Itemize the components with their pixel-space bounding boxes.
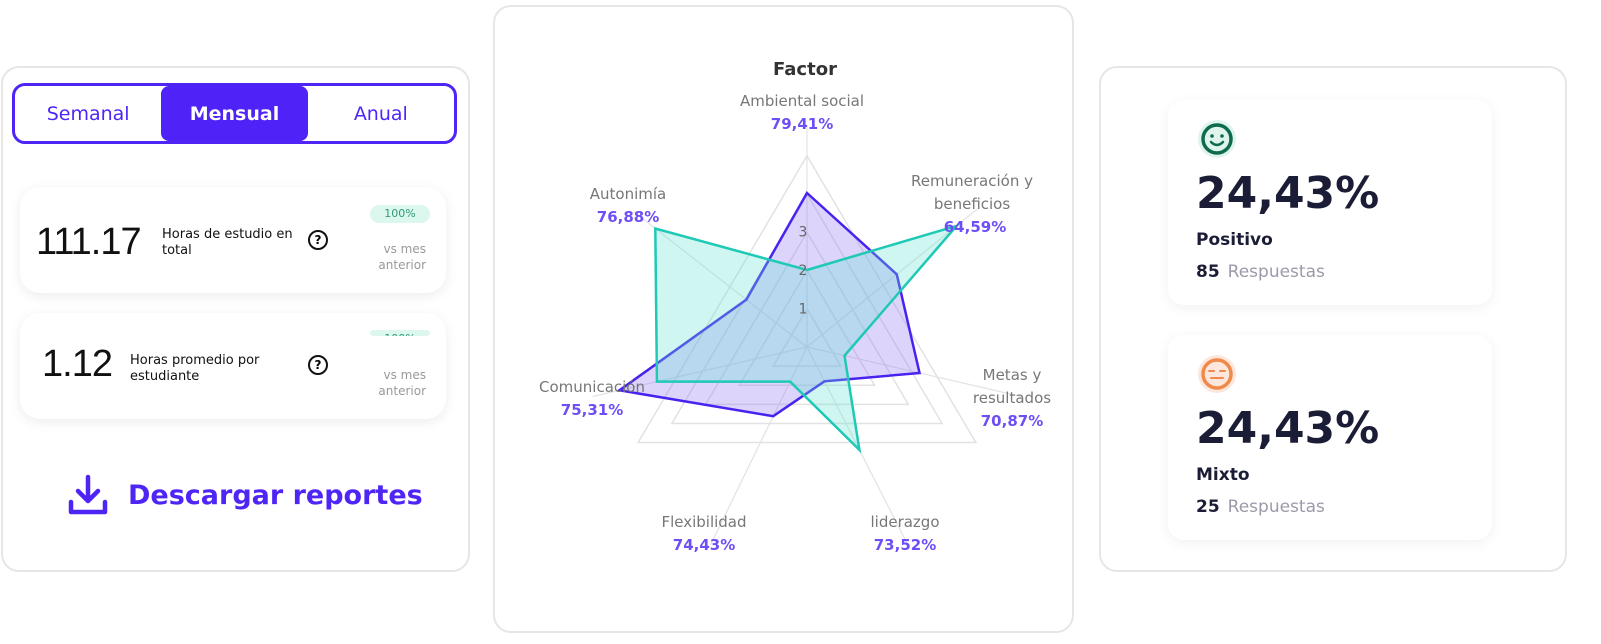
axis-label-metas: Metas y resultados 70,87% [972, 366, 1052, 430]
response-count: 25 Respuestas [1196, 497, 1325, 517]
grid-spoke [806, 346, 908, 544]
tab-anual[interactable]: Anual [353, 102, 408, 125]
tab-mensual[interactable]: Mensual [161, 86, 308, 141]
radial-tick-label: 1 [799, 302, 808, 318]
sentiment-card-positivo: 24,43% Positivo 85 Respuestas [1168, 100, 1492, 305]
chart-title: Factor [773, 59, 837, 80]
grid-spoke [806, 346, 1022, 398]
change-badge: 100% [370, 205, 430, 223]
axis-label-comunicacion: Comunicación 75,31% [539, 378, 645, 419]
stat-value: 111.17 [36, 221, 142, 263]
stat-card-total-hours: 111.17 Horas de estudio en total ? 100% … [20, 187, 446, 293]
neutral-face-icon [1198, 355, 1236, 393]
grid-ring [704, 230, 910, 406]
tab-semanal[interactable]: Semanal [46, 102, 130, 125]
sentiment-card-mixto: 24,43% Mixto 25 Respuestas [1168, 335, 1492, 540]
sentiment-label: Mixto [1196, 465, 1250, 485]
sentiment-label: Positivo [1196, 230, 1273, 250]
grid-spoke [592, 346, 808, 398]
response-count: 85 Respuestas [1196, 262, 1325, 282]
compare-label: vs mes anterior [378, 242, 426, 272]
axis-label-autonimia: Autonimía 76,88% [589, 185, 667, 226]
factor-chart-panel [493, 5, 1074, 633]
grid-ring [670, 192, 944, 425]
download-reports-button[interactable]: Descargar reportes [68, 474, 423, 516]
smile-icon [1198, 120, 1236, 158]
stat-card-avg-hours: 1.12 Horas promedio por estudiante ? 100… [20, 313, 446, 419]
radial-tick-label: 3 [799, 225, 808, 241]
grid-ring [738, 269, 876, 386]
download-icon [68, 474, 108, 515]
grid-ring [771, 307, 843, 367]
help-icon[interactable]: ? [308, 230, 328, 250]
grid-spoke [633, 211, 808, 348]
change-badge: 100% [370, 330, 430, 336]
axis-label-liderazgo: liderazgo 73,52% [870, 513, 940, 554]
axis-label-flexibilidad: Flexibilidad 74,43% [661, 513, 747, 554]
stat-label: Horas promedio por estudiante [130, 353, 260, 384]
grid-spoke [806, 208, 979, 348]
stat-label: Horas de estudio en total [162, 227, 293, 258]
help-icon[interactable]: ? [308, 355, 328, 375]
stat-value: 1.12 [42, 343, 113, 385]
grid-spoke [710, 346, 808, 545]
period-toggle: Semanal Mensual Anual [12, 83, 457, 144]
axis-label-remuneracion: Remuneración y beneficios 64,59% [911, 172, 1033, 236]
grid-ring [636, 154, 978, 444]
radial-tick-label: 2 [799, 263, 808, 279]
axis-label-ambiental: Ambiental social 79,41% [739, 92, 865, 133]
sentiment-percent: 24,43% [1196, 168, 1380, 219]
radar-series-2 [654, 223, 961, 454]
download-label: Descargar reportes [128, 479, 423, 511]
compare-label: vs mes anterior [378, 368, 426, 398]
sentiment-percent: 24,43% [1196, 403, 1380, 454]
